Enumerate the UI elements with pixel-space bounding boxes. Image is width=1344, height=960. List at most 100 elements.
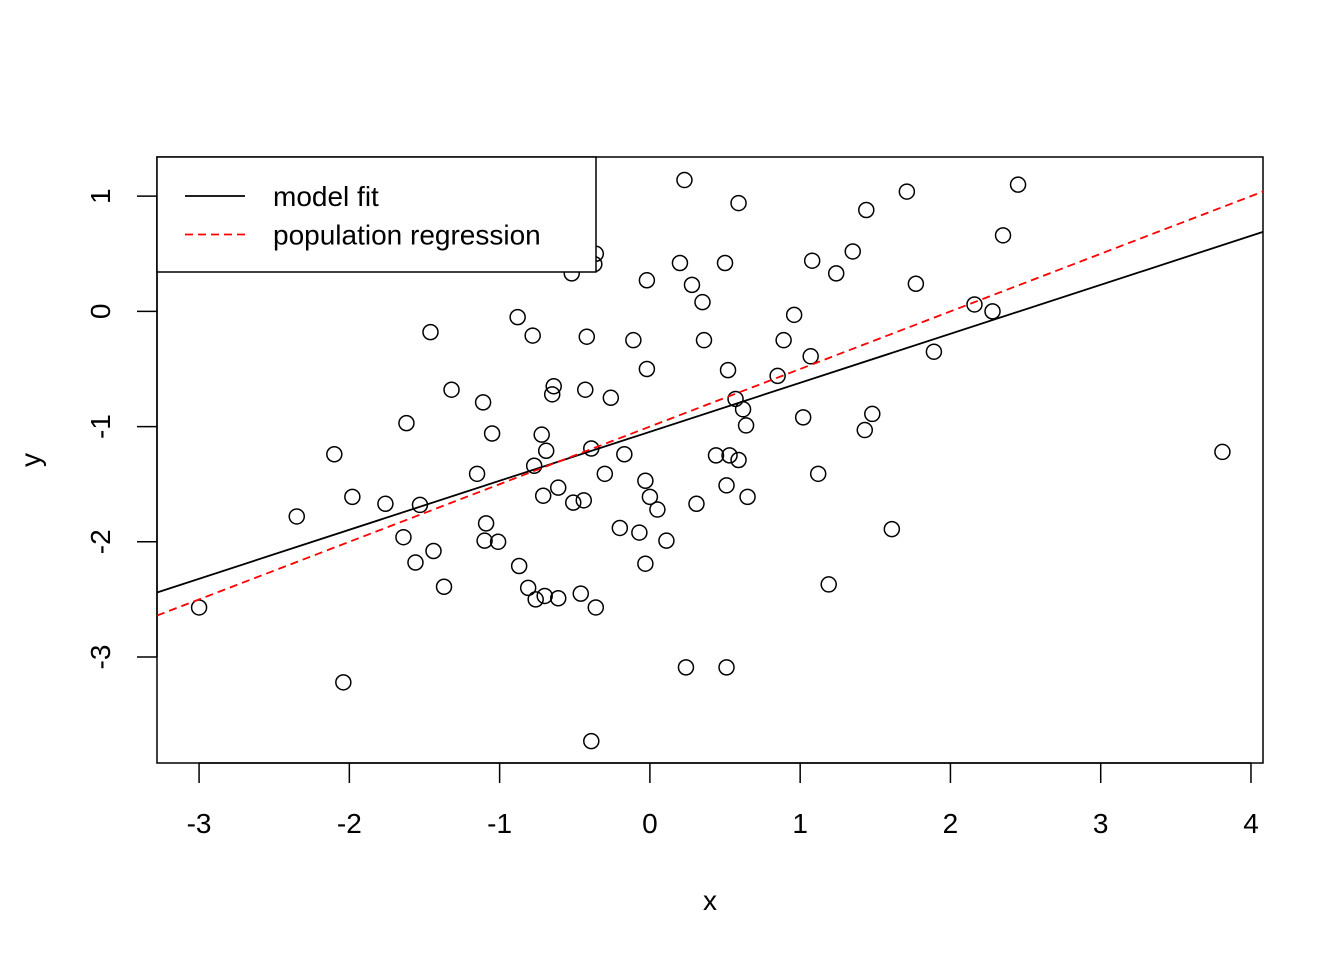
x-tick-label: -1 (487, 808, 512, 839)
x-tick-label: 1 (792, 808, 808, 839)
regression-lines (156, 190, 1264, 617)
data-point (326, 445, 343, 463)
data-point (525, 457, 543, 475)
data-point (1214, 443, 1231, 461)
data-point (288, 508, 306, 525)
x-axis-title: x (703, 885, 717, 916)
data-point (543, 386, 561, 403)
data-point (536, 587, 553, 605)
data-point (407, 554, 424, 571)
data-point (858, 201, 875, 219)
data-point (677, 659, 695, 676)
data-point (534, 487, 552, 504)
x-tick-label: 0 (642, 808, 658, 839)
x-tick-label: -3 (187, 808, 212, 839)
data-point (572, 585, 590, 602)
data-point (649, 501, 666, 518)
data-point (707, 447, 725, 464)
data-point (398, 414, 415, 432)
data-point (739, 488, 756, 506)
data-point (533, 426, 550, 443)
data-point (637, 555, 654, 572)
data-point (377, 495, 394, 513)
data-point (719, 361, 737, 379)
data-point (688, 495, 705, 513)
data-point (443, 381, 460, 398)
data-point (721, 447, 738, 464)
data-point (625, 331, 642, 349)
data-point (509, 308, 526, 326)
data-point (676, 171, 693, 189)
data-point (519, 579, 537, 597)
data-point (802, 348, 819, 365)
data-point (718, 659, 735, 676)
legend-label: population regression (273, 220, 541, 251)
data-point (820, 576, 837, 593)
y-tick-label: -2 (85, 529, 116, 554)
data-point (583, 732, 600, 750)
data-point (716, 254, 734, 272)
data-point (1009, 176, 1027, 193)
data-point (596, 465, 614, 483)
data-point (425, 542, 442, 560)
data-point (737, 417, 755, 434)
data-point (730, 194, 747, 212)
data-point (549, 590, 567, 607)
data-point (718, 477, 735, 494)
data-point (638, 360, 656, 378)
legend: model fit population regression (156, 156, 597, 273)
data-point (524, 327, 541, 344)
data-point (575, 492, 593, 509)
data-point (809, 465, 827, 483)
data-point (435, 578, 453, 595)
data-point (602, 389, 620, 407)
data-point (489, 533, 507, 551)
legend-label: model fit (273, 181, 379, 212)
data-point (510, 557, 528, 575)
x-tick-label: -2 (337, 808, 362, 839)
data-point (474, 394, 492, 411)
population-regression-line (156, 190, 1264, 617)
legend-box (156, 156, 597, 273)
data-point (637, 472, 654, 489)
data-point (925, 343, 943, 360)
data-point (468, 465, 486, 483)
data-point (671, 254, 689, 272)
data-point (476, 532, 493, 549)
y-tick-label: 1 (85, 188, 116, 204)
x-tick-label: 2 (943, 808, 959, 839)
data-point (984, 303, 1001, 320)
data-point (545, 378, 562, 395)
data-point (638, 272, 656, 289)
data-point (344, 488, 361, 506)
data-point (730, 451, 747, 469)
y-tick-label: -3 (85, 645, 116, 670)
data-point (527, 591, 544, 608)
x-tick-label: 3 (1093, 808, 1109, 839)
data-point (856, 421, 874, 439)
data-point (883, 520, 901, 538)
data-point (827, 265, 845, 282)
data-point (864, 405, 881, 423)
data-point (694, 293, 711, 311)
data-point (395, 528, 412, 546)
data-point (641, 488, 659, 506)
data-point (631, 524, 648, 541)
y-axis-title: y (15, 453, 46, 467)
data-point (587, 599, 605, 616)
data-point (577, 381, 594, 398)
data-point (549, 479, 567, 496)
data-point (683, 276, 701, 294)
data-point (794, 409, 812, 426)
data-point (966, 296, 983, 313)
y-tick-label: -1 (85, 414, 116, 439)
model-fit-line (156, 231, 1264, 594)
data-point (483, 425, 501, 442)
data-point (477, 515, 495, 532)
data-point (898, 183, 916, 200)
data-point (695, 331, 713, 349)
axes: -3 -2 -1 0 1 2 3 4 -3 -2 -1 0 1 (85, 156, 1264, 839)
y-tick-label: 0 (85, 304, 116, 320)
data-point (616, 445, 633, 463)
data-point (335, 674, 352, 691)
